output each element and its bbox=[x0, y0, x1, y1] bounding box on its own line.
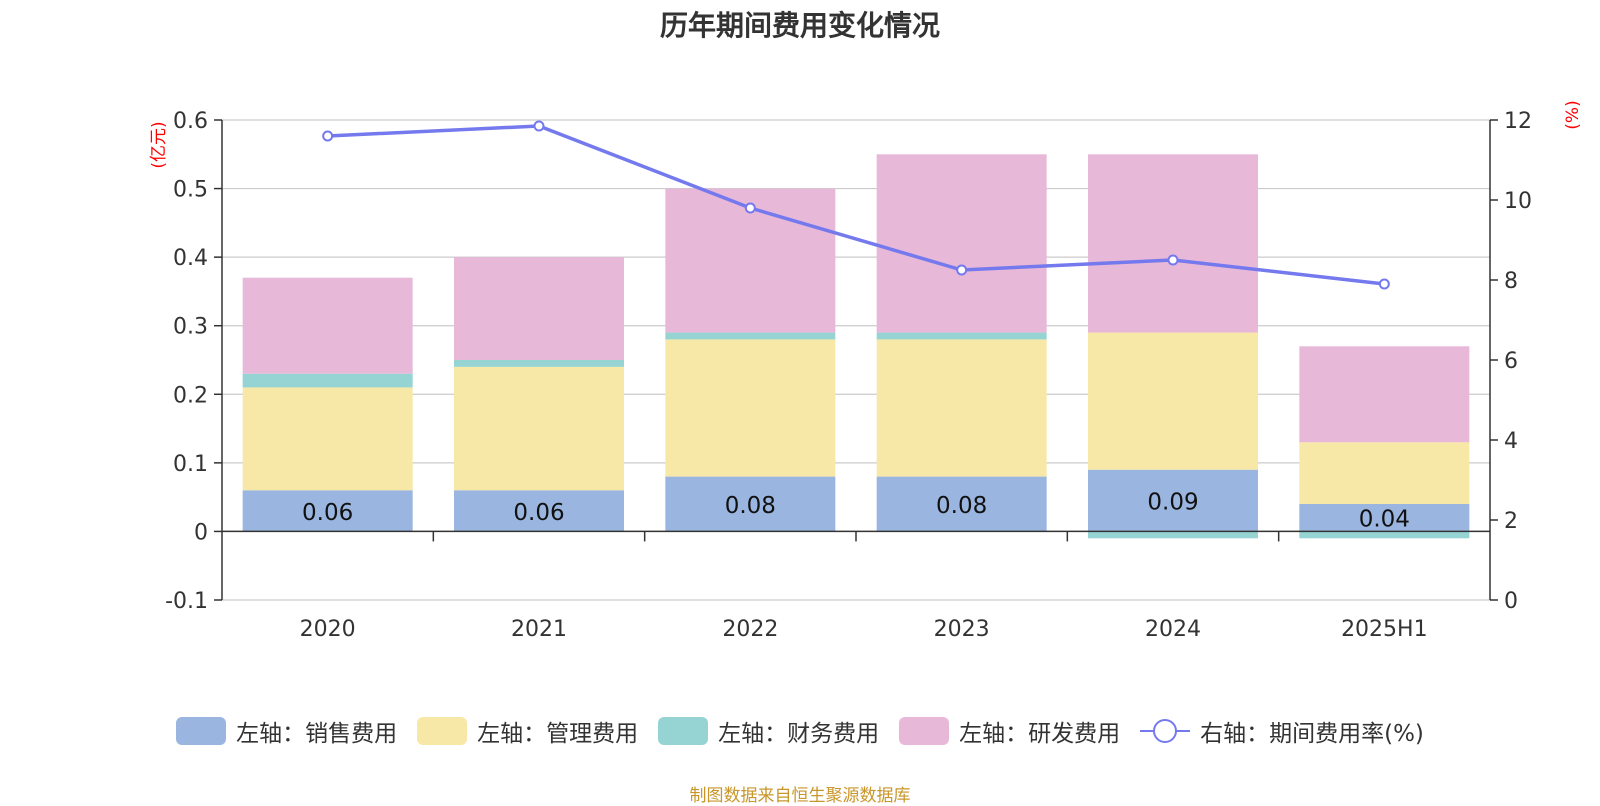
bar-data-label: 0.09 bbox=[1147, 490, 1198, 516]
rate-point bbox=[322, 130, 334, 142]
legend-label: 左轴：销售费用 bbox=[236, 721, 398, 747]
legend-line-marker bbox=[1140, 719, 1191, 743]
left-tick-label: 0.2 bbox=[173, 383, 208, 408]
right-tick-label: 10 bbox=[1504, 189, 1532, 214]
bar-data-label: 0.04 bbox=[1359, 507, 1410, 533]
bar-segment bbox=[1088, 154, 1258, 333]
bar-segment bbox=[665, 476, 836, 532]
legend-label: 左轴：财务费用 bbox=[718, 721, 880, 747]
x-tick-label: 2021 bbox=[511, 617, 567, 642]
legend-item[interactable]: 右轴：期间费用率(%) bbox=[1140, 714, 1424, 748]
right-axis-unit: (%) bbox=[1563, 100, 1583, 129]
bar-segment bbox=[1088, 469, 1258, 532]
rate-point bbox=[956, 264, 968, 276]
chart-title: 历年期间费用变化情况 bbox=[659, 9, 940, 42]
legend-item[interactable]: 左轴：研发费用 bbox=[899, 714, 1120, 748]
legend-label: 左轴：研发费用 bbox=[959, 721, 1121, 747]
data-label-layer: 0.06 0.06 0.08 0.08 0.09 0.04 bbox=[302, 490, 1410, 533]
x-tick-label: 2022 bbox=[722, 617, 778, 642]
bar-segment bbox=[876, 332, 1047, 340]
left-tick-label: 0.6 bbox=[173, 109, 208, 134]
legend-label: 左轴：管理费用 bbox=[477, 721, 639, 747]
bar-segment bbox=[242, 277, 413, 374]
legend-item[interactable]: 左轴：销售费用 bbox=[176, 714, 397, 748]
x-tick-label: 2025H1 bbox=[1341, 617, 1428, 642]
right-tick-label: 8 bbox=[1504, 269, 1518, 294]
bar-segment bbox=[454, 360, 624, 367]
legend-label: 右轴：期间费用率(%) bbox=[1200, 721, 1424, 747]
legend-swatch bbox=[658, 717, 709, 745]
bar-segment bbox=[242, 490, 413, 532]
bar-segment bbox=[665, 339, 836, 477]
legend-item[interactable]: 左轴：管理费用 bbox=[417, 714, 638, 748]
x-tick-label: 2023 bbox=[934, 617, 990, 642]
bar-segment bbox=[876, 339, 1047, 477]
bar-segment bbox=[454, 366, 624, 491]
rate-line bbox=[327, 124, 1385, 286]
rate-point bbox=[1167, 254, 1179, 266]
rate-point bbox=[533, 120, 545, 132]
left-tick-label: 0 bbox=[194, 520, 208, 545]
x-tick-label: 2020 bbox=[300, 617, 356, 642]
bar-data-label: 0.06 bbox=[302, 500, 353, 526]
bar-segment bbox=[242, 387, 413, 491]
legend-swatch bbox=[417, 717, 468, 745]
right-tick-label: 12 bbox=[1504, 109, 1532, 134]
legend-swatch bbox=[176, 717, 227, 745]
bar-data-label: 0.08 bbox=[936, 493, 987, 519]
bar-segment bbox=[1088, 531, 1258, 539]
bar-segment bbox=[1299, 504, 1470, 532]
right-tick-label: 2 bbox=[1504, 509, 1518, 534]
x-tick-label: 2024 bbox=[1145, 617, 1201, 642]
right-tick-label: 4 bbox=[1504, 429, 1518, 454]
bar-segment bbox=[1088, 332, 1258, 470]
legend-swatch bbox=[899, 717, 950, 745]
rate-point bbox=[1378, 278, 1390, 290]
left-tick-label: 0.5 bbox=[173, 178, 208, 203]
left-axis-unit: (亿元) bbox=[149, 121, 169, 168]
bar-segment bbox=[876, 154, 1047, 333]
right-tick-label: 6 bbox=[1504, 349, 1518, 374]
legend-item[interactable]: 左轴：财务费用 bbox=[658, 714, 879, 748]
bar-segment bbox=[454, 490, 624, 532]
bar-layer bbox=[242, 154, 1470, 539]
bar-data-label: 0.06 bbox=[513, 500, 564, 526]
bar-segment bbox=[876, 476, 1047, 532]
right-tick-label: 0 bbox=[1504, 589, 1518, 614]
bar-data-label: 0.08 bbox=[725, 493, 776, 519]
legend: 左轴：销售费用 左轴：管理费用 左轴：财务费用 左轴：研发费用 右轴：期间费用率(%) bbox=[0, 714, 1600, 748]
bar-segment bbox=[1299, 531, 1470, 539]
left-tick-label: 0.4 bbox=[173, 246, 208, 271]
rate-point bbox=[744, 202, 756, 214]
left-tick-label: -0.1 bbox=[165, 589, 208, 614]
bar-segment bbox=[1299, 442, 1470, 504]
left-tick-label: 0.1 bbox=[173, 452, 208, 477]
bar-segment bbox=[242, 373, 413, 388]
source-note: 制图数据来自恒生聚源数据库 bbox=[689, 786, 911, 806]
bar-segment bbox=[1299, 346, 1470, 443]
axes: -0.1 0 0.1 0.2 0.3 0.4 0.5 0.6 0 2 4 6 8 10 12 2020 2021… bbox=[149, 100, 1583, 642]
bar-segment bbox=[454, 257, 624, 360]
left-tick-label: 0.3 bbox=[173, 315, 208, 340]
bar-segment bbox=[665, 332, 836, 340]
rate-line-layer bbox=[322, 120, 1390, 290]
